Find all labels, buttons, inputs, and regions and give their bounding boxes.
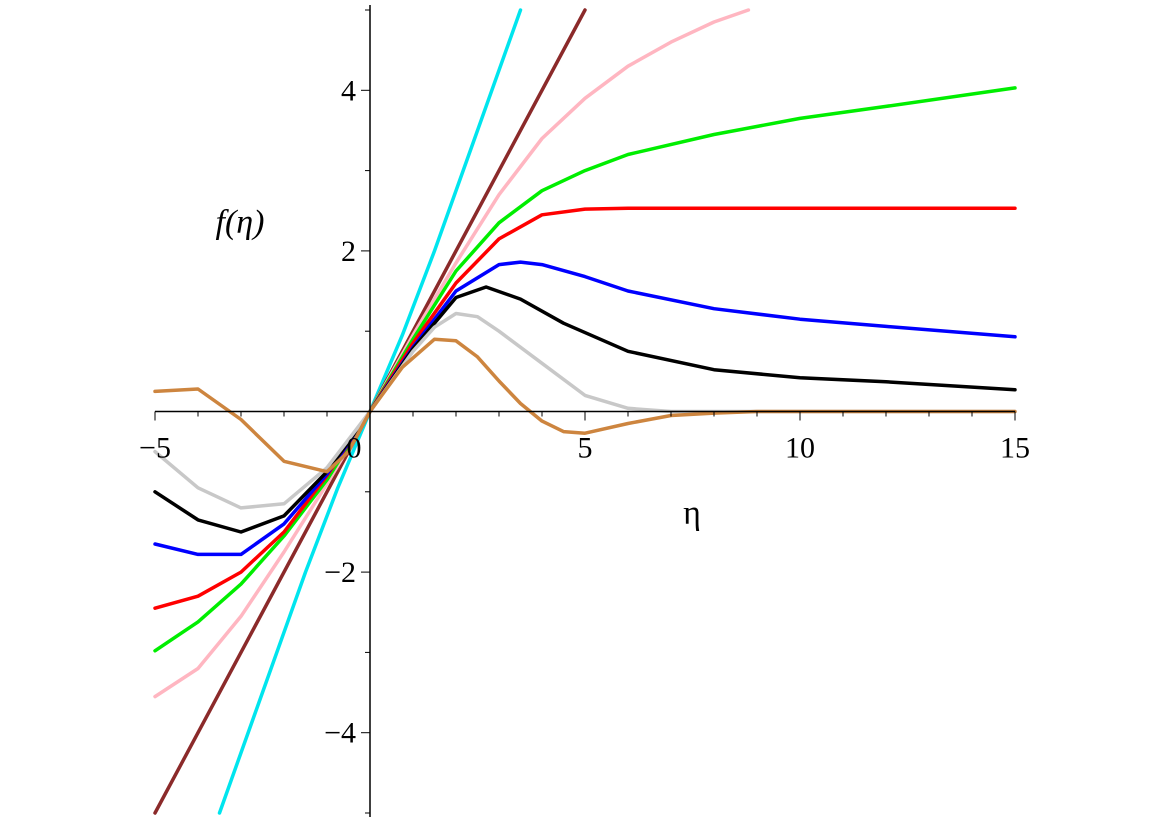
y-tick-label: 2: [341, 235, 356, 268]
y-axis-label: f(η): [216, 204, 265, 241]
ticks-group: −5 0 5 10 15 −4 −2 2 4: [139, 9, 1030, 814]
x-tick-label: −5: [139, 432, 171, 465]
y-tick-label: −4: [324, 717, 356, 750]
x-tick-label: 0: [347, 432, 362, 465]
series-group: [153, 8, 1017, 815]
y-tick-label: −2: [324, 556, 356, 589]
x-tick-label: 10: [785, 432, 815, 465]
series-line-7: [153, 285, 1017, 534]
series-line-9: [153, 337, 1017, 474]
series-line-5: [153, 206, 1017, 610]
x-tick-label: 5: [578, 432, 593, 465]
series-line-4: [153, 86, 1017, 653]
x-axis-label: η: [683, 495, 701, 532]
series-line-3: [153, 8, 751, 699]
series-line-6: [153, 260, 1017, 557]
y-tick-label: 4: [341, 74, 356, 107]
x-tick-label: 15: [1000, 432, 1030, 465]
series-line-8: [153, 311, 1017, 510]
axes-group: −5 0 5 10 15 −4 −2 2 4: [139, 5, 1030, 817]
